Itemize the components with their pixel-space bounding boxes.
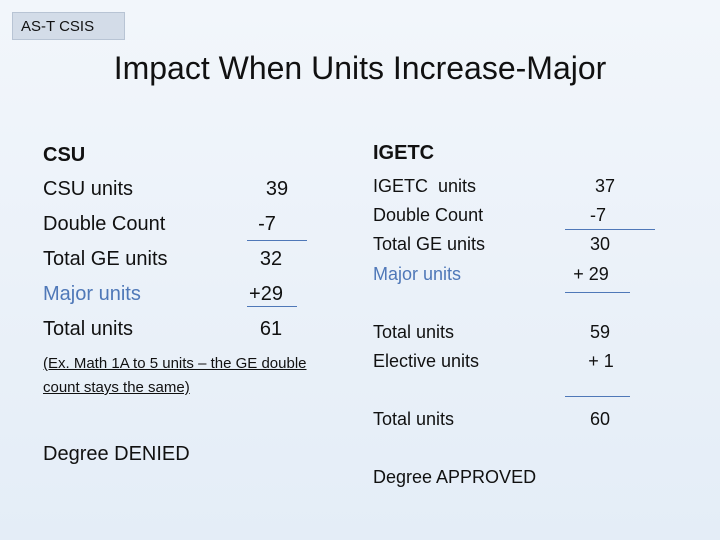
heading: IGETC — [373, 142, 435, 164]
label: Elective units — [373, 351, 480, 371]
heading: CSU — [43, 144, 86, 166]
value: 60 — [589, 409, 611, 429]
label: CSU units — [43, 178, 134, 200]
value: 61 — [259, 318, 283, 340]
label: IGETC units — [373, 176, 477, 196]
value: 39 — [265, 178, 289, 200]
result: Degree APPROVED — [373, 467, 537, 487]
value: -7 — [258, 213, 276, 235]
rule — [247, 306, 297, 307]
result: Degree DENIED — [43, 443, 190, 465]
label: Major units — [373, 264, 462, 284]
value: 37 — [594, 176, 616, 196]
label: Total GE units — [373, 234, 486, 254]
note: (Ex. Math 1A to 5 units – the GE double — [43, 355, 307, 372]
label: Total GE units — [43, 248, 168, 270]
label: Total units — [373, 409, 455, 429]
value: + 1 — [588, 351, 614, 371]
rule — [565, 229, 655, 230]
label: Major units — [43, 283, 141, 305]
value: 59 — [589, 322, 611, 342]
note: count stays the same) — [43, 379, 190, 396]
label: Total units — [43, 318, 134, 340]
rule — [565, 396, 630, 397]
rule — [565, 292, 630, 293]
rule — [247, 240, 307, 241]
value: + 29 — [573, 264, 609, 284]
title: Impact When Units Increase-Major — [113, 50, 607, 86]
label: Total units — [373, 322, 455, 342]
value: 32 — [259, 248, 283, 270]
value: -7 — [589, 205, 606, 225]
label: Double Count — [43, 213, 166, 235]
label: Double Count — [373, 205, 484, 225]
value: +29 — [249, 283, 283, 305]
tag: AS-T CSIS — [12, 12, 125, 40]
value: 30 — [589, 234, 611, 254]
